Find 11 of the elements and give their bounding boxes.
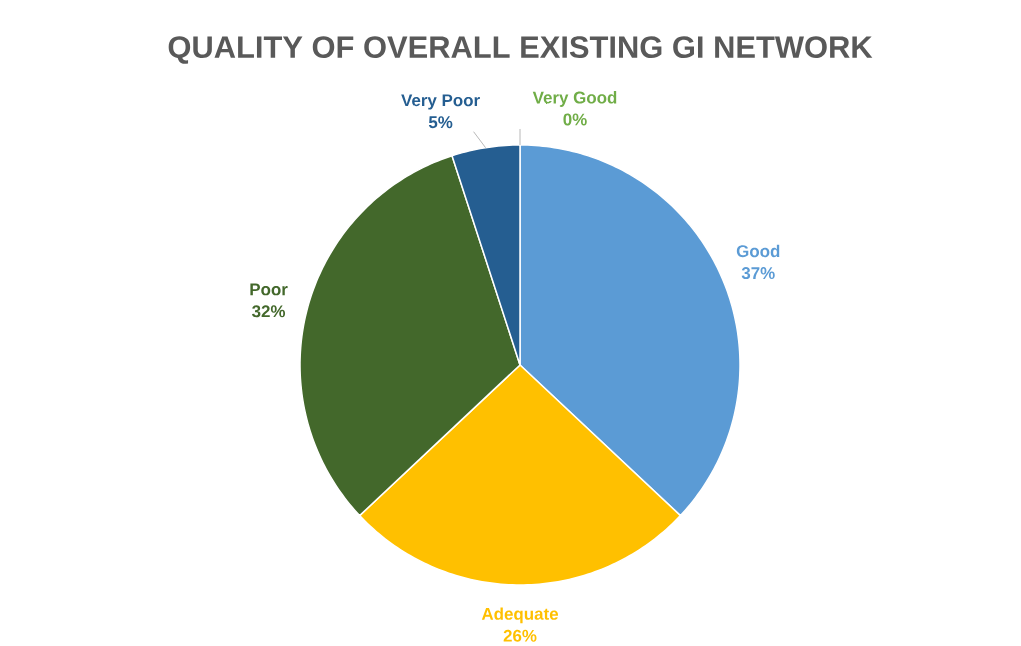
data-label: 37% <box>741 267 775 280</box>
data-label: 26% <box>503 629 537 642</box>
category-label: Very Good <box>532 91 617 107</box>
slice-label: Good <box>736 244 780 258</box>
text: 0% <box>563 113 587 126</box>
data-label: 32% <box>252 305 286 318</box>
slice-label: Adequate <box>481 607 559 624</box>
slice-label: Poor <box>250 283 288 296</box>
chart-title: QUALITY OF OVERALL EXISTING GI NETWORK <box>168 36 873 64</box>
data-label: 5% <box>428 116 453 129</box>
slice-label: Very Poor <box>401 94 480 110</box>
